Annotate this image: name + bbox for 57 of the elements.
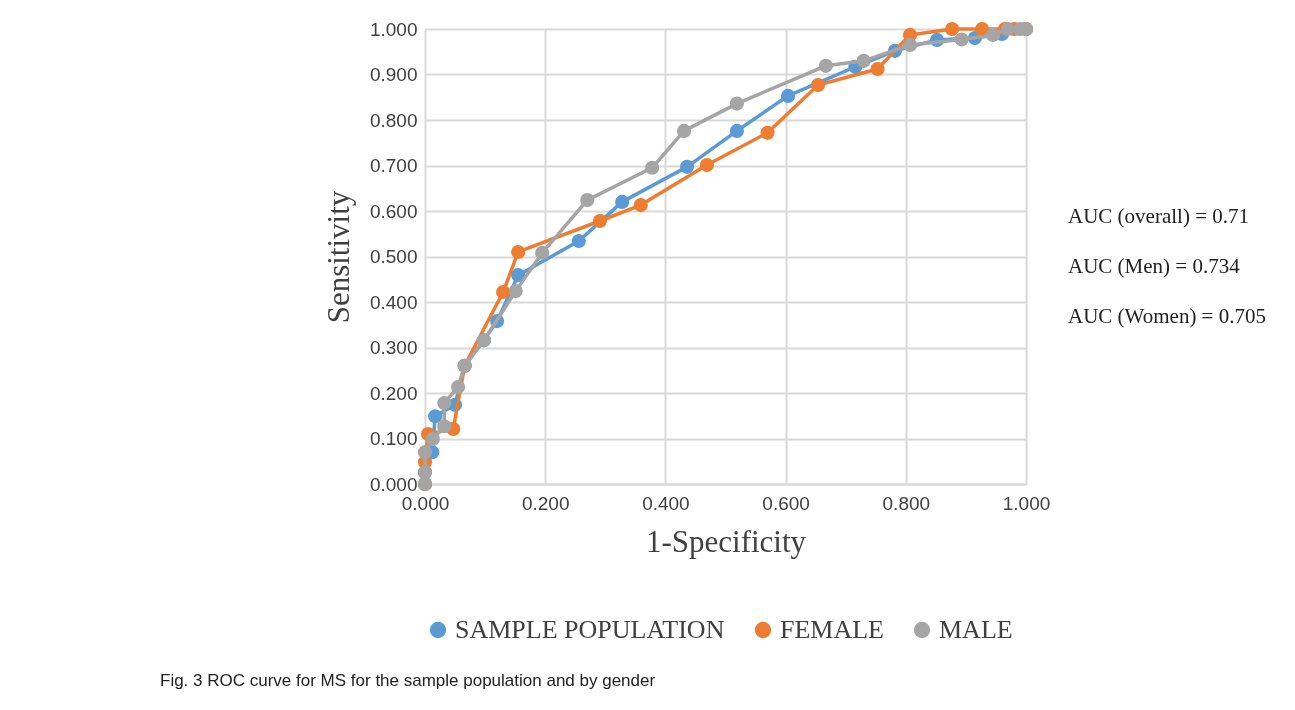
point [810,77,826,93]
point [679,159,695,174]
y-tick-label: 0.600 [369,200,418,222]
point [571,233,586,249]
point [437,395,452,411]
point [954,32,969,47]
y-tick-label: 1.000 [369,18,418,40]
point [945,21,960,37]
text: AUC (Men) = 0.734 [1068,254,1241,278]
legend-label: MALE [939,615,1013,644]
x-tick-label: 0.400 [642,492,690,514]
x-axis-title: 1-Specificity [645,523,807,559]
point [729,123,744,138]
y-tick-label: 0.100 [369,428,418,449]
caption: Fig. 3 ROC curve for MS for the sample population and by gender [160,671,656,690]
point [535,245,550,260]
point [676,123,692,138]
point [511,244,526,260]
point [818,58,833,73]
point [760,125,775,140]
point [633,198,648,213]
point [450,380,466,395]
point [780,88,796,103]
x-tick-label: 0.600 [762,492,810,514]
y-tick-label: 0.200 [369,382,418,404]
x-tick-label: 0.800 [882,492,931,514]
y-tick-label: 0.300 [369,337,418,358]
point [425,431,440,447]
y-tick-label: 0.400 [369,291,418,313]
x-tick-label: 0.000 [401,492,450,514]
point [615,194,630,209]
y-tick-label: 0.700 [369,155,418,176]
point [437,419,452,434]
point [902,37,918,52]
point [985,27,1001,42]
y-tick-label: 0.900 [369,64,418,85]
point [856,53,871,68]
legend-label: FEMALE [780,615,884,644]
x-tick-label: 0.200 [521,492,570,514]
y-tick-label: 0.000 [369,473,418,495]
point [428,409,443,424]
legend-label: SAMPLE POPULATION [455,615,725,644]
y-tick-label: 0.800 [369,109,418,131]
point [580,193,595,208]
point [870,61,885,77]
y-tick-label: 0.500 [369,246,418,267]
point [417,445,433,460]
point [729,96,744,111]
point [592,213,607,229]
point [699,157,714,173]
point [496,284,511,300]
point [645,160,660,175]
point [508,284,523,299]
y-axis-title: Sensitivity [320,190,356,324]
text: AUC (Women) = 0.705 [1068,304,1266,328]
x-tick-label: 1.000 [1002,492,1051,514]
text: AUC (overall) = 0.71 [1068,204,1249,228]
